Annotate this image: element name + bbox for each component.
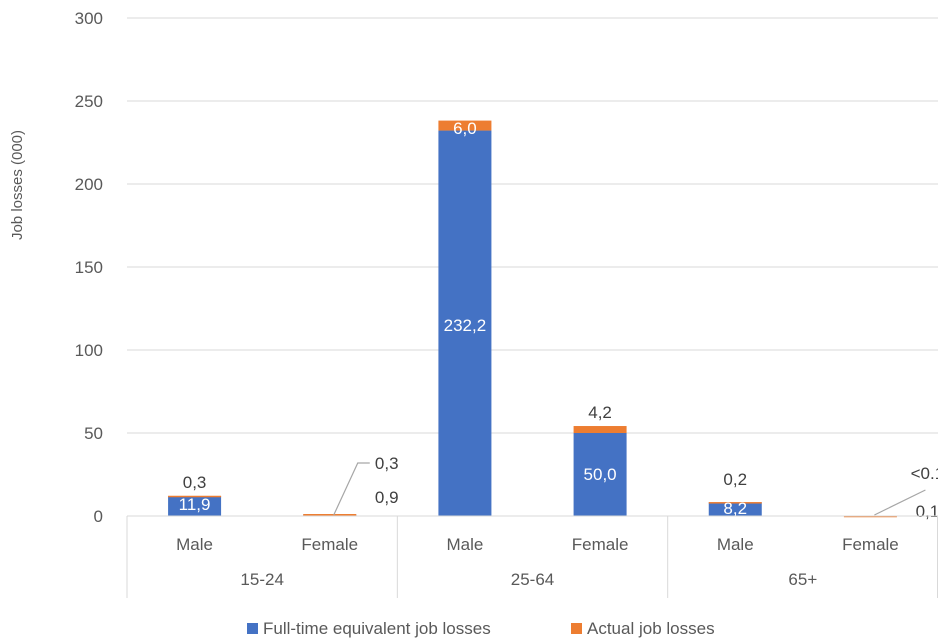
y-tick-label: 0: [94, 507, 103, 526]
data-label: 0,2: [723, 470, 747, 489]
data-label: 8,2: [723, 499, 747, 518]
bar-full-time-equivalent: [573, 433, 627, 516]
bar-actual-job-losses: [708, 502, 762, 504]
bars: [168, 120, 897, 518]
legend-label: Actual job losses: [587, 619, 715, 638]
bar-full-time-equivalent: [168, 496, 222, 516]
y-tick-label: 250: [75, 92, 103, 111]
legend-swatch-actual-job-losses: [571, 623, 582, 634]
x-tick-label: Male: [446, 535, 483, 554]
data-label: 0,9: [375, 488, 399, 507]
x-group-label: 25-64: [511, 570, 554, 589]
x-group-label: 65+: [788, 570, 817, 589]
bar-actual-job-losses: [438, 120, 492, 131]
leader-line: [874, 489, 926, 516]
data-label: 4,2: [588, 403, 612, 422]
y-tick-label: 100: [75, 341, 103, 360]
y-axis-label: Job losses (000): [9, 130, 26, 240]
bar-actual-job-losses: [843, 515, 897, 518]
legend-label: Full-time equivalent job losses: [263, 619, 491, 638]
bar-actual-job-losses: [573, 426, 627, 433]
y-tick-label: 200: [75, 175, 103, 194]
bar-full-time-equivalent: [708, 502, 762, 516]
data-label: 0,3: [183, 473, 207, 492]
x-tick-label: Male: [176, 535, 213, 554]
data-label: 0,1: [916, 502, 938, 521]
data-label: 50,0: [584, 465, 617, 484]
x-tick-label: Female: [572, 535, 629, 554]
x-tick-label: Male: [717, 535, 754, 554]
x-tick-label: Female: [301, 535, 358, 554]
y-tick-label: 150: [75, 258, 103, 277]
bar-actual-job-losses: [168, 495, 222, 498]
gridlines: [127, 17, 938, 517]
x-group-label: 15-24: [240, 570, 283, 589]
x-axis: Male Female Male Female Male Female 15-24 25-64…: [126, 515, 938, 598]
x-tick-label: Female: [842, 535, 899, 554]
y-tick-label: 50: [84, 424, 103, 443]
bar-full-time-equivalent: [438, 130, 492, 516]
data-label: 232,2: [444, 316, 487, 335]
data-label: <0.1: [911, 464, 938, 483]
y-tick-label: 300: [75, 9, 103, 28]
legend: Full-time equivalent job losses Actual jo…: [247, 619, 715, 638]
legend-swatch-full-time-equivalent: [247, 623, 258, 634]
leader-line: [333, 462, 370, 516]
data-label: 11,9: [179, 495, 211, 514]
data-labels: 11,9 0,3 0,9 0,3 232,2 6,0 50,0 4,2 8,2 0,2 0,1 <0.…: [179, 119, 938, 521]
data-label: 6,0: [453, 119, 477, 138]
y-axis-ticks: 0 50 100 150 200 250 300: [75, 9, 103, 526]
data-label: 0,3: [375, 454, 399, 473]
bar-actual-job-losses: [303, 514, 357, 516]
